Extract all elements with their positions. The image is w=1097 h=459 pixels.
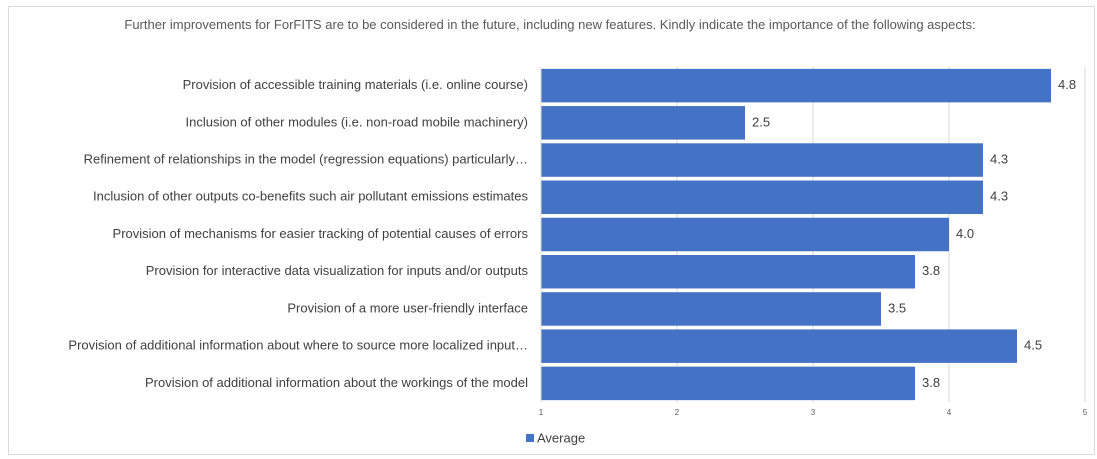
y-tick-label: Inclusion of other modules (i.e. non-roa… (185, 114, 528, 129)
y-tick-label: Provision for interactive data visualiza… (146, 263, 529, 278)
bar (541, 217, 949, 252)
x-tick-label: 5 (1083, 408, 1088, 417)
bar (541, 180, 983, 215)
x-tick-label: 4 (947, 408, 952, 417)
bar (541, 329, 1017, 363)
bar (541, 366, 915, 401)
data-label: 4.5 (1024, 338, 1042, 353)
bar (541, 106, 745, 140)
legend-label: Average (537, 430, 585, 445)
data-label: 2.5 (752, 114, 770, 129)
bar (541, 143, 983, 177)
chart-title: Further improvements for ForFITS are to … (124, 17, 976, 32)
bar (541, 292, 881, 326)
bar (541, 254, 915, 289)
data-label: 4.3 (990, 151, 1008, 166)
data-label: 3.5 (888, 300, 906, 315)
x-tick-label: 2 (675, 408, 680, 417)
chart-border (8, 6, 1095, 455)
data-label: 4.8 (1058, 77, 1076, 92)
x-tick-label: 3 (811, 408, 816, 417)
bar (541, 68, 1051, 103)
y-tick-label: Refinement of relationships in the model… (84, 151, 528, 166)
data-label: 4.3 (990, 189, 1008, 204)
y-tick-label: Inclusion of other outputs co-benefits s… (93, 189, 529, 204)
x-tick-label: 1 (539, 408, 544, 417)
y-tick-label: Provision of a more user-friendly interf… (287, 300, 528, 315)
legend-swatch (526, 434, 534, 442)
data-label: 3.8 (922, 263, 940, 278)
data-label: 4.0 (956, 226, 974, 241)
y-tick-label: Provision of additional information abou… (68, 338, 528, 353)
y-tick-label: Provision of mechanisms for easier track… (113, 226, 529, 241)
y-tick-label: Provision of accessible training materia… (183, 77, 528, 92)
y-tick-label: Provision of additional information abou… (145, 375, 528, 390)
data-label: 3.8 (922, 375, 940, 390)
